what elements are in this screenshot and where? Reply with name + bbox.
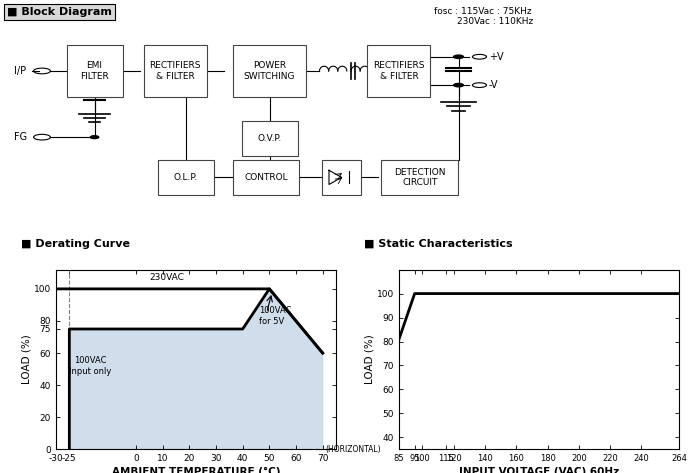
- Circle shape: [454, 55, 463, 59]
- Text: I/P: I/P: [14, 66, 26, 76]
- Bar: [322, 159, 361, 195]
- Text: O.V.P.: O.V.P.: [258, 134, 281, 143]
- Text: EMI
FILTER: EMI FILTER: [80, 61, 109, 81]
- Text: RECTIFIERS
& FILTER: RECTIFIERS & FILTER: [373, 61, 425, 81]
- Text: (HORIZONTAL): (HORIZONTAL): [326, 445, 381, 454]
- Bar: [144, 45, 206, 97]
- Text: DETECTION
CIRCUIT: DETECTION CIRCUIT: [394, 167, 446, 187]
- Bar: [66, 45, 122, 97]
- Y-axis label: LOAD (%): LOAD (%): [21, 334, 31, 385]
- Y-axis label: LOAD (%): LOAD (%): [364, 334, 374, 385]
- Text: +V: +V: [489, 52, 503, 62]
- Bar: [158, 159, 214, 195]
- Bar: [241, 121, 298, 156]
- Polygon shape: [69, 289, 323, 449]
- Text: CONTROL: CONTROL: [244, 173, 288, 182]
- Text: ■ Block Diagram: ■ Block Diagram: [7, 7, 112, 17]
- Text: POWER
SWITCHING: POWER SWITCHING: [244, 61, 295, 81]
- Text: ■ Derating Curve: ■ Derating Curve: [21, 239, 130, 249]
- Text: 100VAC
for 5V: 100VAC for 5V: [259, 307, 291, 326]
- X-axis label: INPUT VOLTAGE (VAC) 60Hz: INPUT VOLTAGE (VAC) 60Hz: [459, 467, 619, 473]
- Bar: [232, 45, 307, 97]
- Circle shape: [454, 84, 463, 87]
- Bar: [382, 159, 458, 195]
- Text: ■ Static Characteristics: ■ Static Characteristics: [364, 239, 512, 249]
- Text: 100VAC
Input only: 100VAC Input only: [69, 356, 112, 376]
- Text: O.L.P.: O.L.P.: [174, 173, 197, 182]
- Text: RECTIFIERS
& FILTER: RECTIFIERS & FILTER: [149, 61, 201, 81]
- Text: FG: FG: [14, 132, 27, 142]
- Circle shape: [90, 136, 99, 139]
- Bar: [232, 159, 300, 195]
- X-axis label: AMBIENT TEMPERATURE (°C): AMBIENT TEMPERATURE (°C): [112, 467, 280, 473]
- Text: -V: -V: [489, 80, 498, 90]
- Text: fosc : 115Vac : 75KHz
        230Vac : 110KHz: fosc : 115Vac : 75KHz 230Vac : 110KHz: [434, 7, 533, 26]
- Bar: [368, 45, 430, 97]
- Text: 230VAC: 230VAC: [149, 273, 184, 282]
